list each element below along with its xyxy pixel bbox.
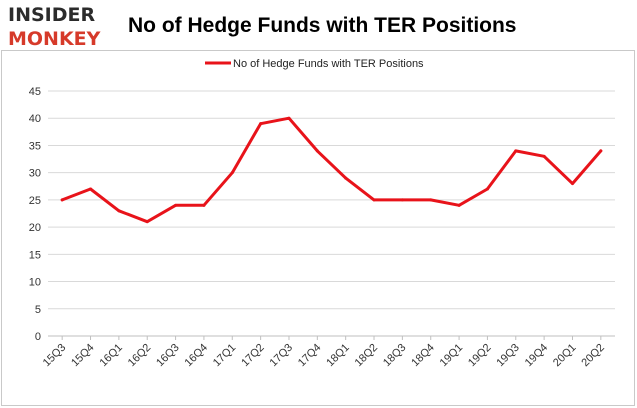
x-tick-label: 17Q2 — [239, 342, 267, 370]
x-tick-label: 16Q2 — [126, 342, 154, 370]
x-tick-label: 19Q2 — [466, 342, 494, 370]
data-point — [570, 182, 574, 186]
x-tick-label: 16Q4 — [183, 342, 211, 370]
data-point — [372, 198, 376, 202]
data-point — [344, 176, 348, 180]
x-tick-label: 15Q4 — [69, 342, 97, 370]
x-tick-label: 17Q1 — [211, 342, 239, 370]
data-point — [174, 203, 178, 207]
y-tick-label: 40 — [29, 113, 41, 125]
data-point — [202, 203, 206, 207]
x-tick-label: 20Q1 — [551, 342, 579, 370]
insider-monkey-logo: INSIDER MONKEY — [6, 4, 124, 54]
data-point — [230, 171, 234, 175]
data-point — [542, 154, 546, 158]
chart-title: No of Hedge Funds with TER Positions — [128, 14, 517, 37]
data-point — [400, 198, 404, 202]
x-tick-label: 17Q3 — [268, 342, 296, 370]
y-tick-label: 30 — [29, 168, 41, 180]
data-point — [485, 187, 489, 191]
x-tick-label: 18Q3 — [381, 342, 409, 370]
data-point — [429, 198, 433, 202]
y-tick-label: 15 — [29, 249, 41, 261]
x-tick-label: 16Q1 — [97, 342, 125, 370]
x-tick-label: 19Q1 — [438, 342, 466, 370]
data-point — [259, 122, 263, 126]
x-tick-label: 17Q4 — [296, 342, 324, 370]
y-tick-label: 45 — [29, 86, 41, 98]
data-point — [599, 149, 603, 153]
data-point — [457, 203, 461, 207]
series-line — [60, 116, 603, 224]
x-tick-label: 18Q1 — [324, 342, 352, 370]
data-point — [117, 209, 121, 213]
data-point — [145, 220, 149, 224]
y-tick-label: 10 — [29, 277, 41, 289]
x-tick-label: 18Q4 — [409, 342, 437, 370]
y-tick-label: 25 — [29, 195, 41, 207]
logo-line-monkey: MONKEY — [8, 28, 101, 50]
x-tick-label: 20Q2 — [579, 342, 607, 370]
x-tick-label: 19Q4 — [523, 342, 551, 370]
data-point — [514, 149, 518, 153]
y-tick-label: 35 — [29, 140, 41, 152]
data-point — [89, 187, 93, 191]
data-point — [315, 149, 319, 153]
y-tick-label: 5 — [35, 304, 41, 316]
x-tick-label: 19Q3 — [494, 342, 522, 370]
chart-frame — [1, 50, 635, 406]
data-point — [60, 198, 64, 202]
x-tick-label: 16Q3 — [154, 342, 182, 370]
x-tick-label: 15Q3 — [41, 342, 69, 370]
y-tick-label: 0 — [35, 331, 41, 343]
y-tick-label: 20 — [29, 222, 41, 234]
logo-line-insider: INSIDER — [8, 4, 96, 26]
x-tick-label: 18Q2 — [353, 342, 381, 370]
data-point — [287, 116, 291, 120]
legend-label: No of Hedge Funds with TER Positions — [233, 58, 424, 70]
